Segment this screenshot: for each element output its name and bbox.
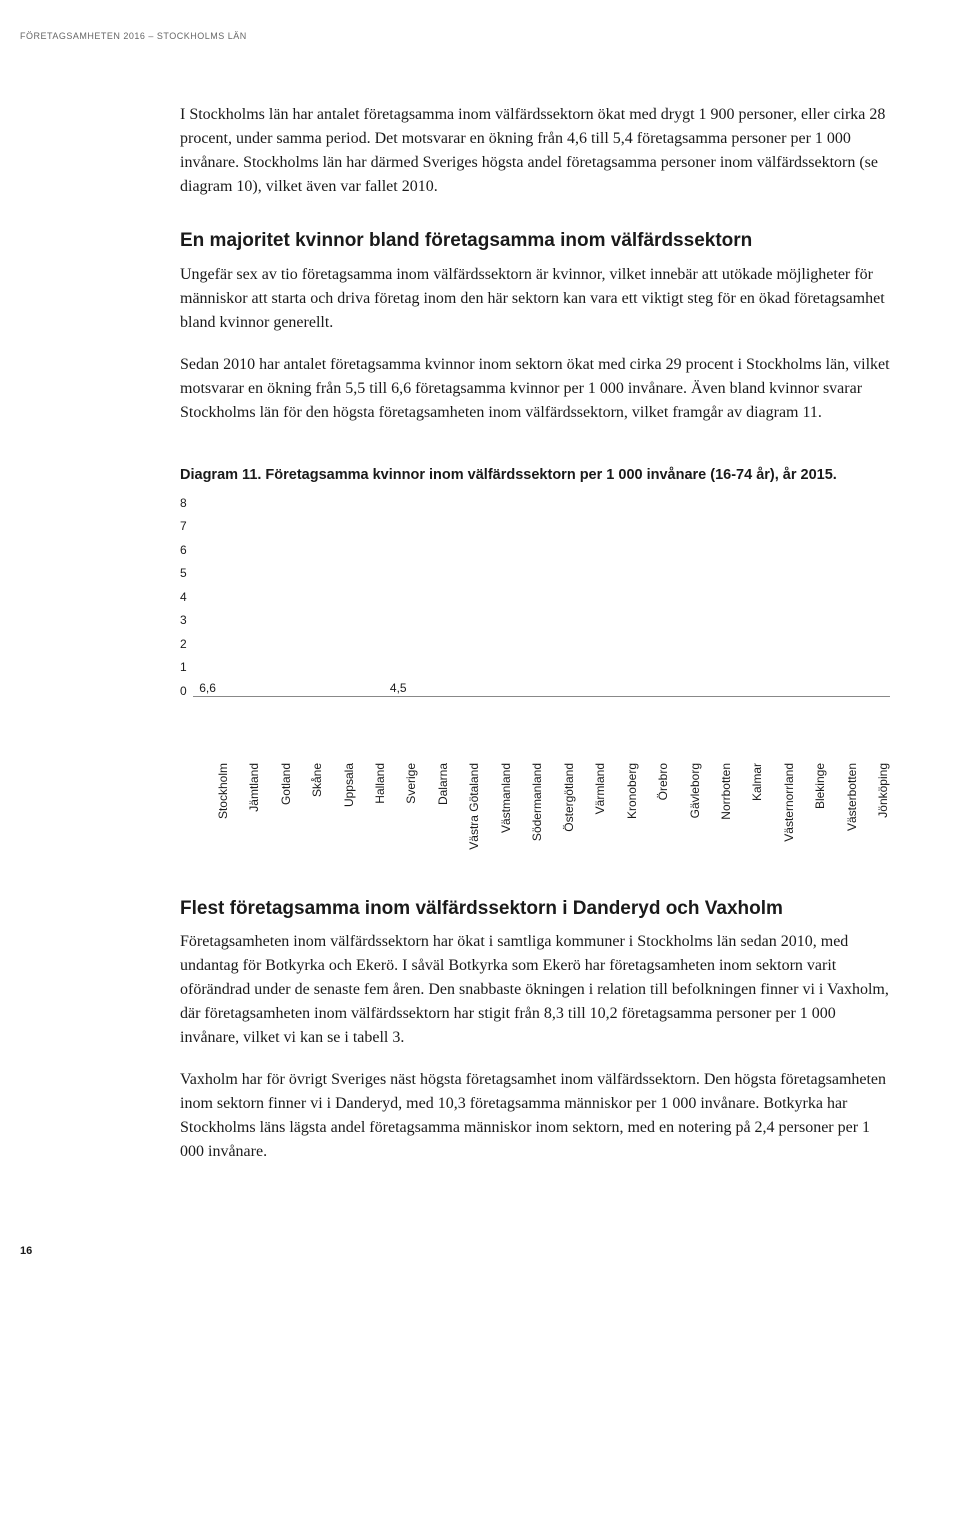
chart-plot-area: 6,6 4,5 [193, 497, 890, 697]
bar-value-label: 4,5 [390, 680, 407, 697]
x-axis-label: Stockholm [202, 757, 227, 867]
x-axis-label: Kalmar [737, 757, 762, 867]
x-axis-label: Blekinge [800, 757, 825, 867]
x-axis-label: Västmanland [485, 757, 510, 867]
bar-value-label: 6,6 [199, 680, 216, 697]
section-heading-1: En majoritet kvinnor bland företagsamma … [180, 227, 890, 255]
x-axis-label: Västra Götaland [454, 757, 479, 867]
section-heading-2: Flest företagsamma inom välfärdssektorn … [180, 895, 890, 923]
x-axis-label: Västerbotten [831, 757, 856, 867]
x-axis-label: Uppsala [328, 757, 353, 867]
x-axis-label: Värmland [579, 757, 604, 867]
x-axis-label: Halland [359, 757, 384, 867]
paragraph-intro: I Stockholms län har antalet företagsamm… [180, 103, 890, 199]
y-tick: 8 [180, 497, 187, 509]
x-axis-label: Norrbotten [705, 757, 730, 867]
x-axis-label: Kronoberg [611, 757, 636, 867]
y-tick: 2 [180, 638, 187, 650]
chart-title: Diagram 11. Företagsamma kvinnor inom vä… [180, 465, 890, 485]
x-axis-label: Örebro [642, 757, 667, 867]
paragraph-2: Ungefär sex av tio företagsamma inom väl… [180, 263, 890, 335]
y-tick: 4 [180, 591, 187, 603]
y-tick: 1 [180, 661, 187, 673]
x-axis-label: Södermanland [517, 757, 542, 867]
paragraph-3: Sedan 2010 har antalet företagsamma kvin… [180, 353, 890, 425]
y-tick: 0 [180, 685, 187, 697]
x-axis-label: Jönköping [863, 757, 888, 867]
paragraph-4: Företagsamheten inom välfärdssektorn har… [180, 930, 890, 1050]
y-tick: 7 [180, 520, 187, 532]
main-content: I Stockholms län har antalet företagsamm… [180, 103, 890, 1164]
x-axis-label: Skåne [296, 757, 321, 867]
x-axis-label: Västernorrland [768, 757, 793, 867]
bar-chart: 8 7 6 5 4 3 2 1 0 6,6 4,5 [180, 497, 890, 697]
page-number: 16 [20, 1244, 890, 1260]
x-axis-label: Gotland [265, 757, 290, 867]
x-axis-labels: StockholmJämtland GotlandSkåne UppsalaHall… [200, 757, 890, 867]
y-tick: 5 [180, 567, 187, 579]
y-tick: 6 [180, 544, 187, 556]
x-axis-label: Gävleborg [674, 757, 699, 867]
x-axis-label: Dalarna [422, 757, 447, 867]
x-axis-label: Sverige [391, 757, 416, 867]
x-axis-label: Jämtland [233, 757, 258, 867]
y-axis: 8 7 6 5 4 3 2 1 0 [180, 497, 193, 697]
y-tick: 3 [180, 614, 187, 626]
paragraph-5: Vaxholm har för övrigt Sveriges näst hög… [180, 1068, 890, 1164]
x-axis-label: Östergötland [548, 757, 573, 867]
page-header: FÖRETAGSAMHETEN 2016 – STOCKHOLMS LÄN [20, 30, 890, 43]
